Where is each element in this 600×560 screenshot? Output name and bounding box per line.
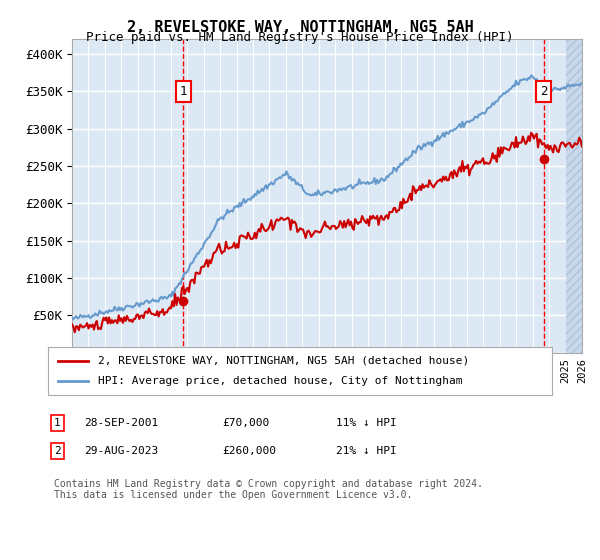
- Text: 21% ↓ HPI: 21% ↓ HPI: [336, 446, 397, 456]
- Text: 28-SEP-2001: 28-SEP-2001: [84, 418, 158, 428]
- Text: 2: 2: [54, 446, 61, 456]
- Text: 2: 2: [540, 85, 547, 98]
- Text: 2, REVELSTOKE WAY, NOTTINGHAM, NG5 5AH (detached house): 2, REVELSTOKE WAY, NOTTINGHAM, NG5 5AH (…: [98, 356, 470, 366]
- Bar: [566, 39, 582, 353]
- Text: Price paid vs. HM Land Registry's House Price Index (HPI): Price paid vs. HM Land Registry's House …: [86, 31, 514, 44]
- Text: 29-AUG-2023: 29-AUG-2023: [84, 446, 158, 456]
- Text: HPI: Average price, detached house, City of Nottingham: HPI: Average price, detached house, City…: [98, 376, 463, 386]
- Text: 11% ↓ HPI: 11% ↓ HPI: [336, 418, 397, 428]
- Text: 1: 1: [179, 85, 187, 98]
- Text: Contains HM Land Registry data © Crown copyright and database right 2024.
This d: Contains HM Land Registry data © Crown c…: [54, 479, 483, 501]
- Text: £70,000: £70,000: [222, 418, 269, 428]
- Text: 1: 1: [54, 418, 61, 428]
- Text: £260,000: £260,000: [222, 446, 276, 456]
- Text: 2, REVELSTOKE WAY, NOTTINGHAM, NG5 5AH: 2, REVELSTOKE WAY, NOTTINGHAM, NG5 5AH: [127, 20, 473, 35]
